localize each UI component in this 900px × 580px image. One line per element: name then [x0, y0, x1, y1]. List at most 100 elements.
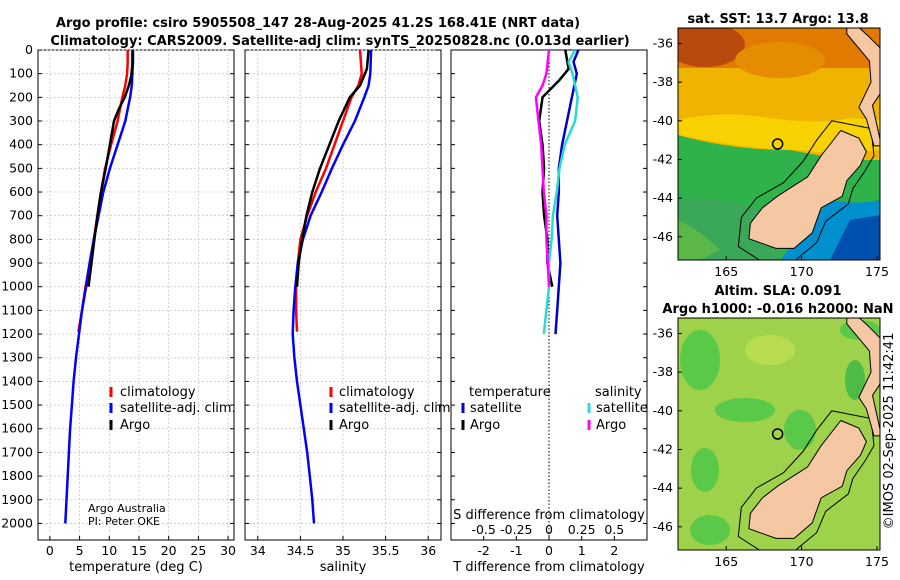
y-tick-label: 1200: [1, 326, 33, 341]
t-difference-xlabel: T difference from climatology: [452, 560, 645, 575]
legend-label-sal-satellite: satellite: [596, 401, 648, 416]
x-tick-label: 35: [335, 543, 351, 558]
x-tick-label: 36: [420, 543, 436, 558]
credit-pi-name: PI: Peter OKE: [88, 515, 160, 528]
x-tick-label: 1: [578, 543, 586, 558]
x-top-tick-label: -0.25: [500, 522, 532, 537]
sla-map-title-line1: Altim. SLA: 0.091: [715, 284, 842, 299]
y-tick-label: 500: [9, 160, 33, 175]
argo-position-marker: [771, 138, 784, 150]
map-y-tick-label: -38: [653, 74, 673, 89]
map-y-tick-label: -42: [653, 441, 673, 456]
legend-label-climatology: climatology: [120, 385, 196, 400]
temp-series-satellite-adj-clim-: [64, 50, 135, 524]
map-y-tick-label: -38: [653, 364, 673, 379]
x-top-tick-label: -0.5: [471, 522, 495, 537]
map-y-tick-label: -42: [653, 151, 673, 166]
s-difference-xlabel: S difference from climatology: [453, 508, 645, 523]
y-tick-label: 300: [9, 113, 33, 128]
x-tick-label: 30: [220, 543, 236, 558]
salinity-legend: climatology satellite-adj. clim. Argo: [329, 385, 455, 433]
x-tick-label: 35.5: [372, 543, 400, 558]
salinity-panel: 34 34.5 35 35.5 36 salinity climatology sate…: [244, 49, 455, 575]
map-y-tick-label: -36: [653, 35, 673, 50]
legend-label-satellite-adj: satellite-adj. clim.: [120, 401, 236, 416]
x-tick-label: 15: [131, 543, 147, 558]
x-tick-label: 0: [46, 543, 54, 558]
y-tick-label: 400: [9, 137, 33, 152]
map-x-tick-label: 165: [714, 264, 738, 279]
legend-label-argo: Argo: [120, 418, 150, 433]
shelf-contour: [737, 410, 875, 550]
y-tick-label: 800: [9, 231, 33, 246]
x-tick-label: -1: [510, 543, 522, 558]
sst-map-title: sat. SST: 13.7 Argo: 13.8: [687, 12, 868, 27]
figure-title-line2: Climatology: CARS2009. Satellite-adj cli…: [50, 34, 629, 49]
x-tick-label: 34.5: [286, 543, 314, 558]
x-tick-label: 2: [610, 543, 618, 558]
y-tick-label: 1000: [1, 279, 33, 294]
legend-label-climatology: climatology: [339, 385, 415, 400]
map-y-tick-label: -46: [653, 519, 673, 534]
y-tick-label: 200: [9, 89, 33, 104]
map-y-tick-label: -46: [653, 229, 673, 244]
legend-title-temperature: temperature: [469, 385, 551, 400]
y-tick-label: 1800: [1, 468, 33, 483]
x-tick-label: 5: [76, 543, 84, 558]
sal-series-satellite-adj-clim-: [291, 49, 373, 524]
x-tick-label: 10: [101, 543, 117, 558]
land-south-island: [748, 129, 867, 249]
legend-label-satellite-adj: satellite-adj. clim.: [339, 401, 455, 416]
y-tick-label: 1700: [1, 444, 33, 459]
x-tick-label: 20: [161, 543, 177, 558]
sla-map: Altim. SLA: 0.091 Argo h1000: -0.016 h20…: [653, 284, 894, 569]
y-tick-label: 1400: [1, 373, 33, 388]
land-north-island: [846, 28, 880, 147]
salinity-xlabel: salinity: [320, 560, 367, 575]
map-x-tick-label: 170: [790, 554, 814, 569]
temp-series-argo: [87, 50, 134, 287]
y-tick-label: 1900: [1, 492, 33, 507]
difference-panel: -2 -1 0 1 2 -0.5 -0.25 0 0.25 0.5 T difference f…: [450, 49, 648, 575]
difference-legend: temperature satellite Argo salinity sate…: [461, 385, 648, 433]
map-y-tick-label: -44: [653, 190, 673, 205]
map-y-tick-label: -36: [653, 325, 673, 340]
land-south-island: [748, 419, 867, 539]
figure-title-line1: Argo profile: csiro 5905508_147 28-Aug-2…: [56, 16, 580, 31]
legend-label-argo: Argo: [339, 418, 369, 433]
map-x-tick-label: 170: [790, 264, 814, 279]
temperature-legend: climatology satellite-adj. clim. Argo: [109, 385, 236, 433]
x-tick-label: -2: [477, 543, 489, 558]
legend-label-temp-satellite: satellite: [470, 401, 522, 416]
sst-map: sat. SST: 13.7 Argo: 13.8 165 170 175 -36 -…: [653, 12, 889, 279]
land-north-island: [846, 318, 880, 437]
map-x-tick-label: 175: [865, 264, 889, 279]
y-tick-label: 0: [25, 42, 33, 57]
credit-argo-australia: Argo Australia: [88, 502, 166, 515]
legend-label-sal-argo: Argo: [596, 418, 626, 433]
sal-series-argo: [295, 49, 370, 287]
sla-map-title-line2: Argo h1000: -0.016 h2000: NaN: [662, 302, 893, 317]
y-tick-label: 600: [9, 184, 33, 199]
y-tick-label: 1500: [1, 397, 33, 412]
y-tick-label: 700: [9, 208, 33, 223]
x-tick-label: 25: [190, 543, 206, 558]
y-tick-label: 1100: [1, 302, 33, 317]
legend-label-temp-argo: Argo: [470, 418, 500, 433]
map-x-tick-label: 175: [865, 554, 889, 569]
y-tick-label: 2000: [1, 515, 33, 530]
diff-series-salinity-argo: [534, 49, 551, 287]
argo-position-marker: [771, 428, 784, 440]
x-top-tick-label: 0.25: [568, 522, 596, 537]
map-x-tick-label: 165: [714, 554, 738, 569]
temperature-panel: 0 5 10 15 20 25 30 0 100 200 300 400 500 600 700 800 90…: [1, 42, 236, 575]
x-top-tick-label: 0: [545, 522, 553, 537]
legend-title-salinity: salinity: [595, 385, 642, 400]
shelf-contour: [737, 120, 875, 260]
map-y-tick-label: -40: [653, 113, 673, 128]
y-tick-label: 1600: [1, 421, 33, 436]
x-tick-label: 34: [250, 543, 266, 558]
map-y-tick-label: -44: [653, 480, 673, 495]
imos-credit: ©IMOS 02-Sep-2025 11:42:41: [882, 333, 897, 530]
